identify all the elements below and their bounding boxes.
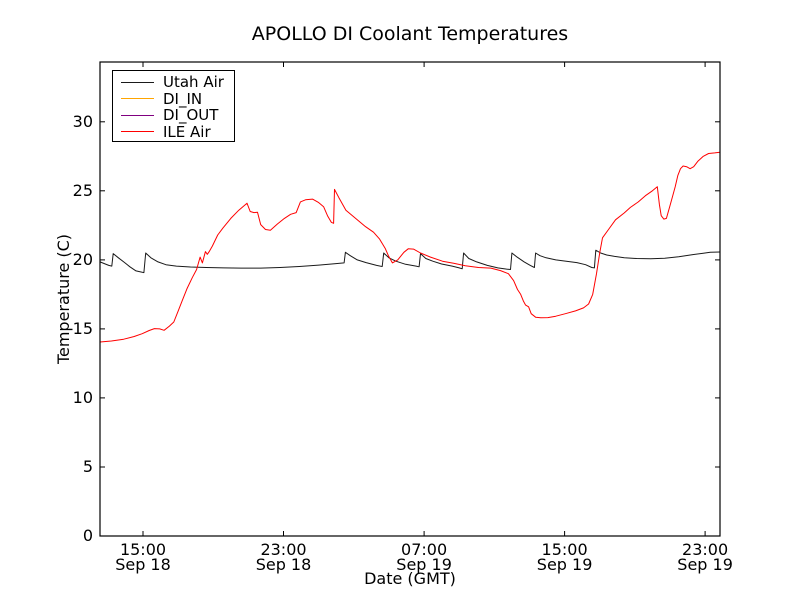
y-tick-label: 25 [72, 180, 93, 200]
y-tick-label: 30 [72, 111, 93, 131]
series-line-ile-air [99, 151, 721, 343]
legend-label-di-out: DI_OUT [163, 106, 219, 125]
legend-line-sample-utah-air [121, 81, 154, 83]
legend-item-di-in: DI_IN [113, 91, 234, 108]
x-tick-label: 15:00 Sep 19 [536, 540, 593, 574]
x-axis-label: Date (GMT) [364, 569, 456, 588]
legend-item-ile-air: ILE Air [113, 124, 234, 141]
y-tick-label: 0 [82, 526, 93, 545]
y-tick-label: 10 [72, 387, 93, 407]
legend-label-utah-air: Utah Air [163, 73, 224, 92]
axes-frame [99, 61, 721, 537]
legend-item-utah-air: Utah Air [113, 74, 234, 91]
x-tick-label: 23:00 Sep 19 [677, 540, 733, 574]
y-tick-label: 5 [82, 457, 93, 476]
legend-line-sample-ile-air [121, 131, 154, 133]
series-line-utah-air [99, 249, 721, 274]
x-tick-label: 15:00 Sep 18 [115, 540, 171, 574]
legend-label-di-in: DI_IN [163, 89, 203, 108]
y-tick-label: 15 [72, 318, 93, 338]
y-tick-label: 20 [72, 249, 93, 269]
legend: Utah Air DI_IN DI_OUT ILE Air [112, 70, 235, 142]
legend-item-di-out: DI_OUT [113, 107, 234, 124]
legend-line-sample-di-out [121, 114, 154, 116]
legend-label-ile-air: ILE Air [163, 122, 211, 141]
x-tick-label: 07:00 Sep 19 [396, 540, 452, 574]
legend-line-sample-di-in [121, 98, 154, 100]
x-tick-label: 23:00 Sep 18 [255, 540, 312, 574]
chart-title: APOLLO DI Coolant Temperatures [251, 23, 569, 45]
